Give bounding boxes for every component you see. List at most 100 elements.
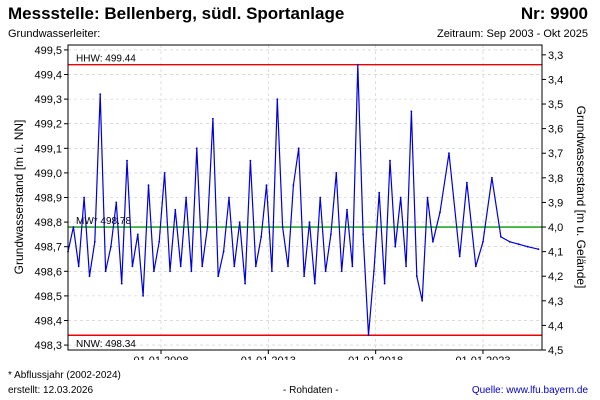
data-point: [410, 110, 413, 113]
aquifer-label: Grundwasserleiter:: [8, 28, 101, 40]
data-point: [281, 226, 284, 228]
data-point: [421, 299, 424, 302]
data-point: [340, 270, 343, 273]
data-point: [378, 191, 381, 194]
data-point: [120, 282, 123, 285]
y-right-tick-label: 4,3: [548, 296, 563, 308]
y-right-tick-label: 3,8: [548, 173, 563, 185]
station-number: Nr: 9900: [520, 4, 588, 23]
right-axis: 3,3 3,4 3,5 3,6 3,7 3,8 3,9 4,0 4,1 4,2 4,3 4,4 4,5: [542, 50, 563, 357]
data-point: [185, 196, 188, 199]
data-point: [491, 176, 493, 179]
data-point: [174, 208, 177, 211]
y-right-tick-label: 3,7: [548, 148, 563, 160]
data-point: [474, 265, 477, 268]
y-right-tick-label: 4,0: [548, 222, 563, 234]
data-point: [195, 147, 198, 150]
data-point: [394, 245, 397, 248]
series-line: [67, 64, 539, 336]
data-point: [265, 184, 268, 187]
reference-line-label: NNW: 498.34: [76, 339, 136, 350]
data-point: [303, 275, 305, 278]
data-point: [77, 265, 80, 268]
data-point: [110, 245, 112, 248]
data-point: [330, 233, 332, 236]
y-right-tick-label: 3,9: [548, 197, 563, 209]
y-tick-label: 498,5: [34, 291, 62, 303]
data-point: [244, 282, 247, 285]
data-point: [466, 181, 468, 184]
data-point: [356, 63, 359, 66]
y-tick-label: 499,4: [34, 70, 62, 82]
data-point: [448, 152, 450, 155]
y-tick-label: 499,2: [34, 119, 62, 131]
data-point: [126, 159, 128, 162]
data-point: [228, 196, 230, 199]
x-tick-label: 01.01.2023: [455, 355, 510, 360]
reference-line-label: HHW: 499.44: [76, 54, 136, 65]
y-tick-label: 498,3: [34, 340, 62, 352]
data-point: [72, 226, 75, 228]
y-right-tick-label: 4,1: [548, 247, 563, 259]
data-point: [287, 265, 289, 268]
data-point: [399, 196, 402, 199]
data-point: [292, 184, 295, 187]
y-tick-label: 498,8: [34, 217, 62, 229]
y-tick-label: 499,0: [34, 168, 62, 180]
data-point: [500, 236, 502, 238]
y-right-tick-label: 3,6: [548, 124, 563, 136]
data-point: [201, 265, 204, 268]
data-point: [260, 236, 263, 238]
data-point: [335, 172, 338, 174]
data-point: [432, 240, 434, 243]
data-point: [142, 295, 145, 297]
data-point: [104, 270, 107, 273]
data-point: [233, 265, 236, 268]
period-label: Zeitraum: Sep 2003 - Okt 2025: [436, 28, 588, 40]
data-point: [367, 334, 370, 337]
data-point: [136, 233, 139, 236]
raw-data-label: - Rohdaten -: [283, 385, 339, 396]
y-right-tick-label: 3,3: [548, 50, 563, 62]
data-point: [169, 270, 171, 273]
x-tick-label: 01.01.2008: [133, 355, 188, 360]
y-tick-label: 499,1: [34, 143, 62, 155]
y-right-tick-label: 4,2: [548, 271, 563, 283]
data-point: [313, 282, 316, 285]
data-point: [482, 240, 484, 243]
y-tick-label: 498,4: [34, 315, 62, 327]
data-point: [346, 208, 348, 211]
data-point: [249, 159, 252, 162]
source-link[interactable]: Quelle: www.lfu.bayern.de: [471, 385, 588, 396]
data-point: [254, 265, 257, 268]
data-point: [147, 184, 150, 187]
data-point: [508, 240, 511, 243]
data-point: [458, 255, 461, 258]
data-point: [517, 243, 520, 246]
data-point: [212, 117, 214, 120]
data-point: [276, 98, 279, 100]
y-right-tick-label: 3,5: [548, 99, 563, 111]
created-date: erstellt: 12.03.2026: [8, 385, 94, 396]
data-point: [351, 265, 354, 268]
y-tick-label: 499,5: [34, 45, 62, 57]
data-point: [238, 221, 241, 224]
x-tick-label: 01.01.2018: [348, 355, 403, 360]
data-point: [163, 172, 166, 174]
data-point: [415, 275, 418, 278]
y-axis-label: Grundwasserstand [m ü. NN]: [12, 120, 26, 275]
x-tick-label: 01.01.2013: [241, 355, 296, 360]
data-point: [190, 270, 193, 273]
footnote-discharge-year: * Abflussjahr (2002-2024): [8, 370, 121, 381]
data-point: [131, 265, 134, 268]
left-axis: 498,3 498,4 498,5 498,6 498,7 498,8 498,9 499,0…: [34, 45, 68, 352]
data-point: [439, 211, 441, 214]
y-axis-right-label: Grundwasserstand [m u. Gelände]: [574, 106, 588, 289]
data-point: [93, 240, 96, 243]
data-point: [271, 270, 273, 273]
data-point: [526, 245, 529, 248]
data-point: [158, 240, 161, 243]
y-tick-label: 499,3: [34, 94, 62, 106]
data-point: [153, 270, 155, 273]
